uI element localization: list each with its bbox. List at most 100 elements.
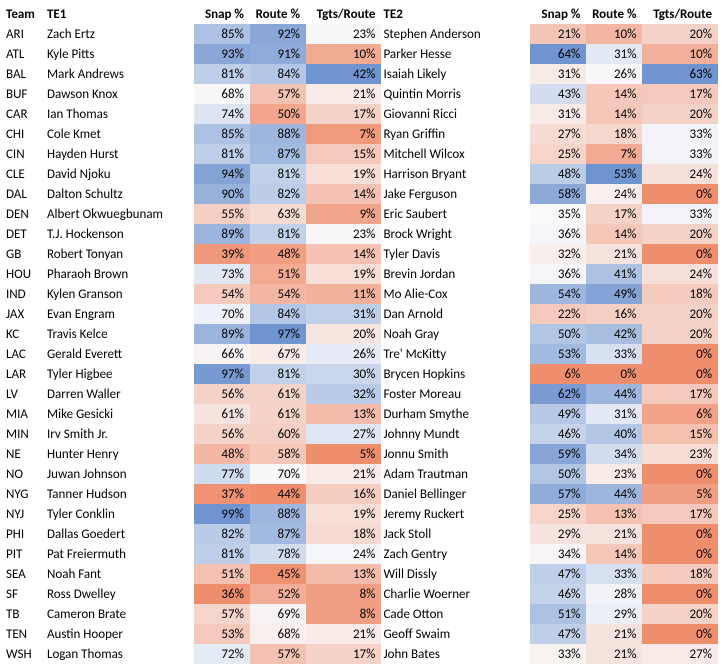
cell-te2-name: Durham Smythe: [381, 404, 530, 424]
cell-te1-tgts: 31%: [306, 304, 381, 324]
cell-te1-route: 58%: [250, 444, 306, 464]
table-row: WSHLogan Thomas72%57%17%John Bates33%21%…: [4, 644, 718, 664]
cell-te1-snap: 74%: [194, 104, 250, 124]
cell-te2-snap: 27%: [530, 124, 586, 144]
cell-te2-route: 44%: [586, 484, 642, 504]
header-row: Team TE1 Snap % Route % Tgts/Route TE2 S…: [4, 4, 718, 24]
cell-te1-name: Robert Tonyan: [45, 244, 194, 264]
cell-te1-name: Travis Kelce: [45, 324, 194, 344]
cell-te2-tgts: 0%: [642, 524, 718, 544]
cell-te1-tgts: 15%: [306, 144, 381, 164]
cell-te2-snap: 22%: [530, 304, 586, 324]
cell-te1-name: Dawson Knox: [45, 84, 194, 104]
cell-te1-snap: 99%: [194, 504, 250, 524]
cell-te2-route: 21%: [586, 244, 642, 264]
table-row: MINIrv Smith Jr.56%60%27%Johnny Mundt46%…: [4, 424, 718, 444]
cell-te1-snap: 55%: [194, 204, 250, 224]
cell-te2-tgts: 20%: [642, 104, 718, 124]
cell-team: ARI: [4, 24, 45, 44]
cell-te1-name: Evan Engram: [45, 304, 194, 324]
cell-te2-tgts: 20%: [642, 304, 718, 324]
cell-te1-snap: 57%: [194, 604, 250, 624]
cell-team: LAR: [4, 364, 45, 384]
cell-te2-name: Parker Hesse: [381, 44, 530, 64]
cell-te2-route: 16%: [586, 304, 642, 324]
cell-te1-snap: 82%: [194, 524, 250, 544]
cell-te2-name: Johnny Mundt: [381, 424, 530, 444]
cell-te2-name: Adam Trautman: [381, 464, 530, 484]
cell-te1-tgts: 24%: [306, 544, 381, 564]
cell-te2-snap: 32%: [530, 244, 586, 264]
cell-te2-name: Cade Otton: [381, 604, 530, 624]
cell-te1-snap: 81%: [194, 544, 250, 564]
cell-te1-route: 51%: [250, 264, 306, 284]
cell-te1-route: 88%: [250, 504, 306, 524]
cell-te2-route: 40%: [586, 424, 642, 444]
cell-te1-snap: 48%: [194, 444, 250, 464]
cell-te2-route: 41%: [586, 264, 642, 284]
cell-te1-route: 88%: [250, 124, 306, 144]
cell-te2-snap: 46%: [530, 424, 586, 444]
cell-te1-name: Ross Dwelley: [45, 584, 194, 604]
cell-te1-tgts: 17%: [306, 104, 381, 124]
cell-team: BUF: [4, 84, 45, 104]
cell-team: NE: [4, 444, 45, 464]
table-row: NYJTyler Conklin99%88%19%Jeremy Ruckert2…: [4, 504, 718, 524]
cell-te1-route: 92%: [250, 24, 306, 44]
cell-te2-snap: 49%: [530, 404, 586, 424]
cell-te2-name: Jake Ferguson: [381, 184, 530, 204]
cell-te1-snap: 54%: [194, 284, 250, 304]
cell-te1-tgts: 32%: [306, 384, 381, 404]
table-row: DETT.J. Hockenson89%81%23%Brock Wright36…: [4, 224, 718, 244]
table-row: SFRoss Dwelley36%52%8%Charlie Woerner46%…: [4, 584, 718, 604]
cell-te1-name: Kylen Granson: [45, 284, 194, 304]
cell-te1-tgts: 17%: [306, 644, 381, 664]
cell-te1-route: 60%: [250, 424, 306, 444]
table-row: LARTyler Higbee97%81%30%Brycen Hopkins6%…: [4, 364, 718, 384]
cell-te1-name: T.J. Hockenson: [45, 224, 194, 244]
cell-te1-route: 87%: [250, 524, 306, 544]
cell-te1-tgts: 14%: [306, 184, 381, 204]
cell-te1-route: 84%: [250, 304, 306, 324]
cell-te1-snap: 37%: [194, 484, 250, 504]
cell-te2-snap: 57%: [530, 484, 586, 504]
cell-te2-snap: 36%: [530, 224, 586, 244]
cell-te1-tgts: 27%: [306, 424, 381, 444]
cell-te1-snap: 85%: [194, 24, 250, 44]
cell-te2-name: Noah Gray: [381, 324, 530, 344]
table-row: BALMark Andrews81%84%42%Isaiah Likely31%…: [4, 64, 718, 84]
cell-te2-route: 33%: [586, 344, 642, 364]
cell-te2-snap: 50%: [530, 464, 586, 484]
cell-te1-route: 48%: [250, 244, 306, 264]
cell-te2-name: Brock Wright: [381, 224, 530, 244]
cell-team: ATL: [4, 44, 45, 64]
cell-te1-route: 81%: [250, 224, 306, 244]
cell-te1-snap: 90%: [194, 184, 250, 204]
te-usage-table: Team TE1 Snap % Route % Tgts/Route TE2 S…: [4, 4, 718, 664]
cell-te2-snap: 50%: [530, 324, 586, 344]
cell-te2-name: Foster Moreau: [381, 384, 530, 404]
cell-te1-tgts: 19%: [306, 264, 381, 284]
cell-te2-tgts: 15%: [642, 424, 718, 444]
cell-te2-snap: 46%: [530, 584, 586, 604]
cell-te2-tgts: 0%: [642, 344, 718, 364]
cell-te1-name: Zach Ertz: [45, 24, 194, 44]
cell-te1-name: Tyler Higbee: [45, 364, 194, 384]
cell-te2-route: 18%: [586, 124, 642, 144]
table-row: CHICole Kmet85%88%7%Ryan Griffin27%18%33…: [4, 124, 718, 144]
table-row: SEANoah Fant51%45%13%Will Dissly47%33%18…: [4, 564, 718, 584]
cell-te1-snap: 72%: [194, 644, 250, 664]
cell-te2-name: Charlie Woerner: [381, 584, 530, 604]
cell-te1-snap: 70%: [194, 304, 250, 324]
cell-te2-snap: 64%: [530, 44, 586, 64]
cell-te2-route: 49%: [586, 284, 642, 304]
cell-te1-route: 97%: [250, 324, 306, 344]
cell-te1-tgts: 16%: [306, 484, 381, 504]
cell-te2-name: Tyler Davis: [381, 244, 530, 264]
cell-te1-route: 52%: [250, 584, 306, 604]
cell-te2-name: Geoff Swaim: [381, 624, 530, 644]
cell-te2-snap: 31%: [530, 104, 586, 124]
cell-te1-route: 87%: [250, 144, 306, 164]
cell-te2-route: 14%: [586, 104, 642, 124]
cell-team: DET: [4, 224, 45, 244]
